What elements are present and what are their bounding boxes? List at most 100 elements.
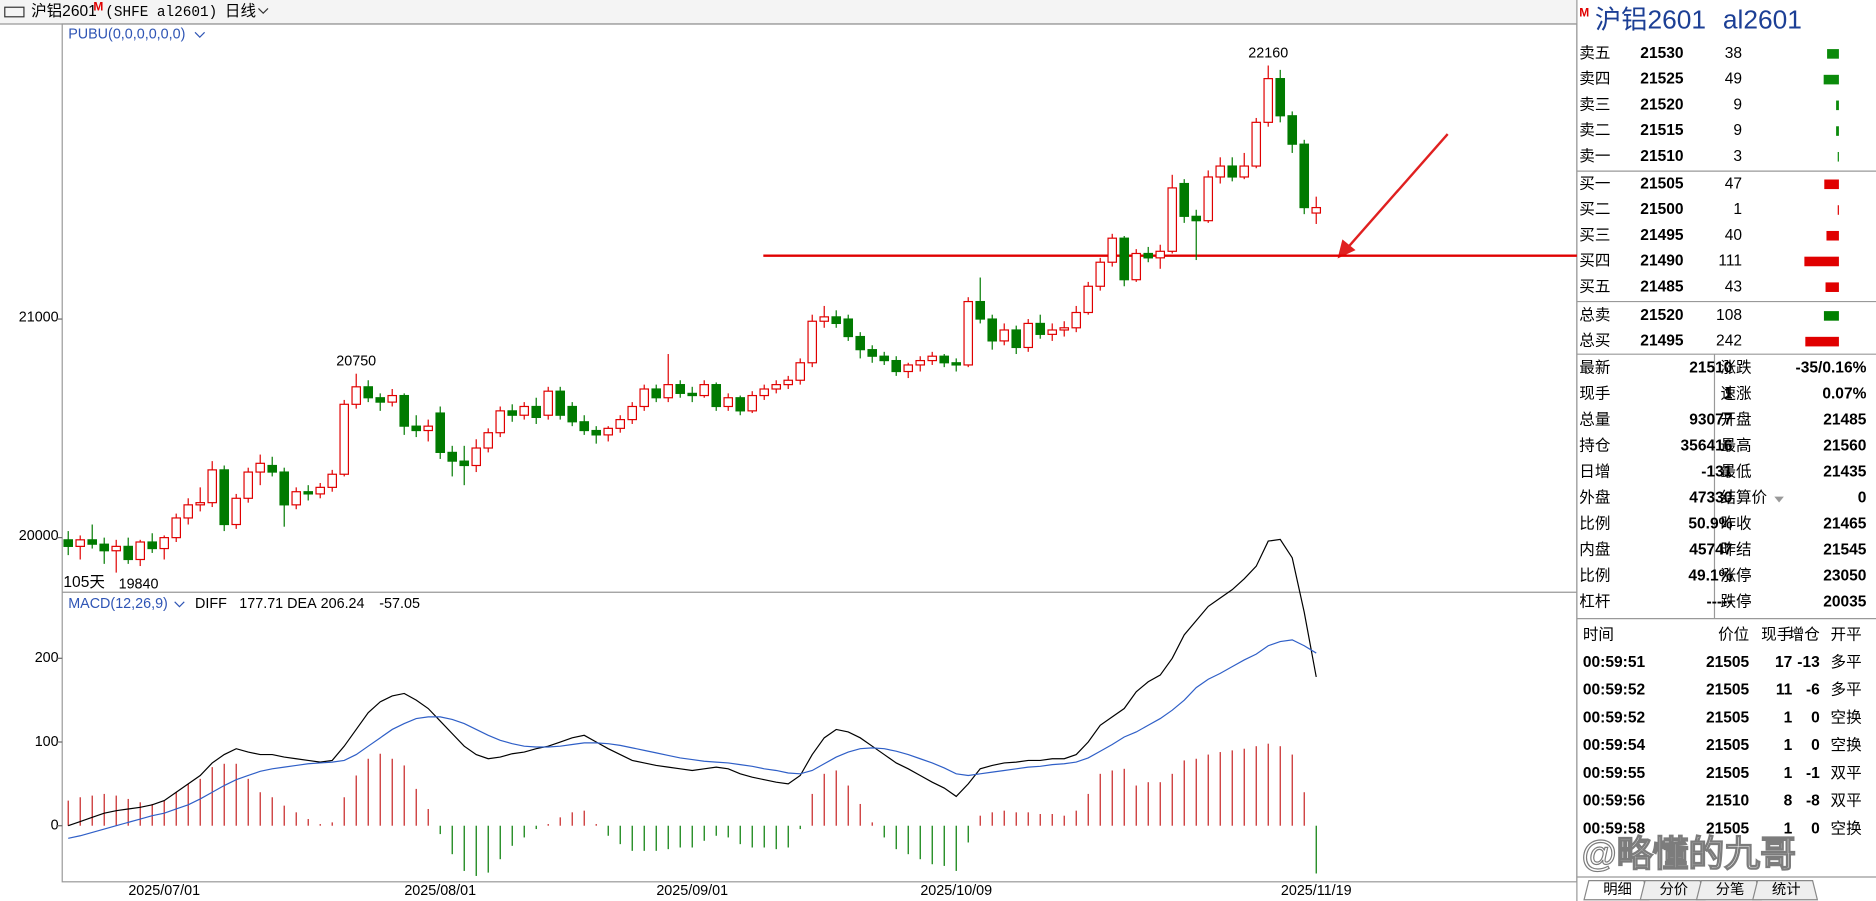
- candle-body: [1095, 261, 1106, 287]
- macd-dropdown[interactable]: [174, 601, 185, 608]
- stat-value: 0: [1858, 489, 1867, 506]
- candle-body: [291, 491, 302, 506]
- candle-body: [843, 318, 854, 338]
- indicator-label[interactable]: PUBU(0,0,0,0,0,0): [68, 27, 185, 43]
- stat-value: 21485: [1823, 412, 1867, 429]
- low-label: 19840: [119, 576, 159, 592]
- ask-bar: [1836, 100, 1839, 111]
- candle-body: [1227, 165, 1238, 178]
- stat-label: 比例: [1579, 566, 1610, 584]
- trade-change: -13: [1797, 654, 1820, 671]
- period-dropdown[interactable]: [258, 7, 269, 15]
- y-tick-label: 200: [35, 650, 59, 666]
- ask-label: 卖三: [1579, 95, 1610, 113]
- candle-body: [879, 355, 890, 362]
- macd-line: [68, 639, 1317, 839]
- ask-bar: [1837, 151, 1839, 162]
- bid-price: 21490: [1640, 253, 1684, 270]
- candle-body: [939, 355, 950, 364]
- x-tick-label: 2025/09/01: [656, 883, 728, 899]
- ask-label: 卖二: [1579, 121, 1610, 139]
- ask-price: 21525: [1640, 71, 1684, 88]
- trade-change: 0: [1811, 821, 1820, 838]
- tab[interactable]: [1752, 880, 1819, 901]
- quote-name: 沪铝2601: [1595, 5, 1706, 35]
- trade-type: 双平: [1831, 793, 1862, 810]
- window-title: 沪铝2601: [31, 2, 97, 20]
- candle-body: [135, 541, 146, 561]
- candle-body: [447, 451, 458, 462]
- period-selector[interactable]: 日线: [225, 2, 256, 20]
- stat-value: 1: [1724, 386, 1733, 403]
- stat-value: 45747: [1689, 541, 1732, 558]
- stat-value: 20035: [1823, 593, 1867, 610]
- candle-body: [1299, 143, 1310, 209]
- trade-price: 21505: [1706, 737, 1750, 754]
- candle-body: [915, 359, 926, 366]
- total-bar: [1805, 336, 1839, 347]
- tab-label[interactable]: 统计: [1772, 881, 1801, 898]
- ask-volume: 9: [1733, 96, 1742, 113]
- trade-time: 00:59:55: [1583, 765, 1646, 782]
- candle-body: [711, 384, 722, 408]
- bid-price: 21495: [1640, 227, 1684, 244]
- settle-dropdown[interactable]: [1774, 496, 1784, 503]
- y-tick-label: 21000: [19, 310, 59, 326]
- trade-time: 00:59:51: [1583, 654, 1646, 671]
- legend-value: 206.24: [321, 596, 365, 612]
- macd-title[interactable]: MACD(12,26,9): [68, 596, 168, 612]
- stat-value: 21545: [1823, 541, 1867, 558]
- stat-value: 23050: [1823, 567, 1867, 584]
- candle-body: [315, 486, 326, 495]
- indicator-dropdown[interactable]: [194, 31, 206, 38]
- candle-body: [579, 421, 590, 432]
- window-symbol: (SHFE al2601): [105, 5, 217, 21]
- ask-bar: [1827, 49, 1839, 59]
- bid-price: 21485: [1640, 278, 1684, 295]
- tab-label[interactable]: 明细: [1603, 881, 1632, 898]
- candle-body: [339, 403, 350, 475]
- candle-body: [759, 388, 770, 397]
- y-tick-label: 0: [51, 818, 59, 834]
- candle-body: [351, 386, 362, 405]
- stat-label: 现手: [1579, 385, 1610, 403]
- candle-body: [807, 320, 818, 364]
- stat-label: 跌停: [1720, 592, 1751, 610]
- x-tick-label: 2025/08/01: [404, 883, 476, 899]
- trade-type: 空换: [1831, 708, 1863, 726]
- bid-label: 买五: [1579, 277, 1610, 295]
- total-price: 21520: [1640, 307, 1684, 324]
- bid-bar: [1804, 256, 1839, 267]
- candle-body: [279, 471, 290, 506]
- trade-header: 现手: [1761, 625, 1792, 643]
- candle-body: [1131, 252, 1142, 281]
- candle-body: [771, 384, 782, 390]
- candle-body: [603, 427, 614, 436]
- stat-value: -----: [1707, 593, 1733, 610]
- candle-body: [459, 460, 470, 467]
- candle-body: [615, 419, 626, 429]
- trade-volume: 1: [1784, 821, 1793, 838]
- candle-body: [1167, 187, 1178, 252]
- tab-label[interactable]: 分价: [1659, 881, 1688, 898]
- total-label: 总卖: [1579, 306, 1610, 324]
- tab-label[interactable]: 分笔: [1716, 881, 1745, 898]
- bid-price: 21505: [1640, 175, 1684, 192]
- bid-volume: 47: [1725, 175, 1742, 192]
- candle-body: [327, 473, 338, 488]
- y-tick-label: 20000: [19, 528, 59, 544]
- stat-label: 涨停: [1720, 566, 1751, 584]
- candle-body: [555, 390, 566, 416]
- candle-body: [495, 410, 506, 434]
- candle-body: [507, 410, 518, 416]
- total-volume: 242: [1716, 333, 1742, 350]
- candle-body: [1311, 206, 1322, 214]
- candle-body: [255, 462, 266, 473]
- candle-body: [987, 318, 998, 342]
- bid-volume: 111: [1718, 253, 1742, 270]
- trade-volume: 1: [1784, 765, 1793, 782]
- trade-volume: 11: [1776, 682, 1793, 699]
- candle-body: [795, 362, 806, 381]
- candle-body: [63, 539, 74, 547]
